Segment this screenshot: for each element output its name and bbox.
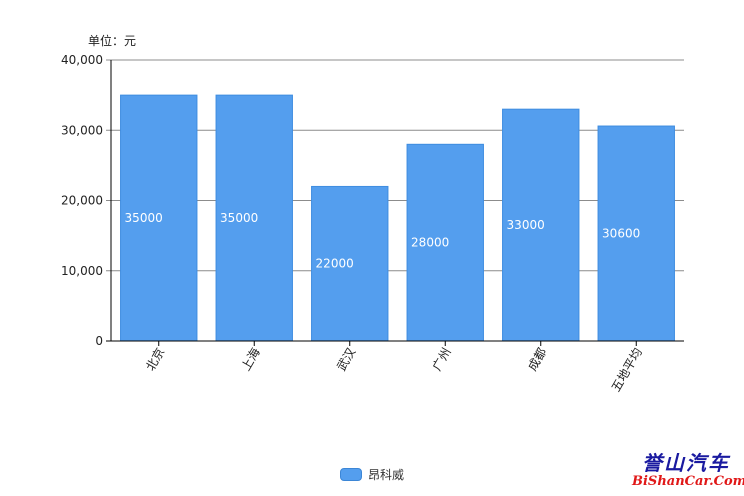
watermark-cn: 誉山汽车	[642, 451, 730, 475]
x-tick-label: 五地平均	[609, 346, 645, 395]
bar	[597, 125, 675, 342]
x-axis: 北京 上海 武汉 广州 成都 五地平均	[111, 340, 684, 395]
y-tick-label: 0	[95, 334, 103, 348]
y-axis: 0 10,000 20,000 30,000 40,000	[61, 53, 112, 348]
bars: 35000 35000 22000 28000 33000 30600	[120, 94, 675, 342]
bar	[502, 108, 580, 342]
x-tick-label: 上海	[238, 345, 263, 373]
y-tick-label: 20,000	[61, 194, 103, 208]
bar	[215, 94, 293, 342]
y-tick-label: 40,000	[61, 53, 103, 67]
bar	[311, 185, 389, 342]
x-tick-label: 武汉	[334, 346, 358, 374]
bar	[406, 143, 484, 342]
bar-value-label: 35000	[220, 211, 258, 225]
bar-value-label: 35000	[125, 211, 163, 225]
bar-value-label: 30600	[602, 227, 640, 241]
legend-swatch	[340, 468, 362, 481]
x-tick-label: 北京	[143, 346, 167, 374]
unit-label: 单位：元	[88, 34, 137, 48]
bar-value-label: 22000	[316, 257, 354, 271]
x-tick-label: 广州	[430, 346, 454, 374]
legend[interactable]: 昂科威	[340, 466, 404, 483]
y-tick-label: 30,000	[61, 123, 103, 137]
watermark-en: BiShanCar.Com	[632, 474, 744, 489]
x-tick-label: 成都	[525, 346, 549, 374]
y-tick-label: 10,000	[61, 264, 103, 278]
bar-value-label: 28000	[411, 236, 449, 250]
watermark-logo: 誉山汽车 BiShanCar.Com	[632, 451, 744, 490]
bar-value-label: 33000	[507, 218, 545, 232]
legend-label: 昂科威	[368, 468, 405, 482]
